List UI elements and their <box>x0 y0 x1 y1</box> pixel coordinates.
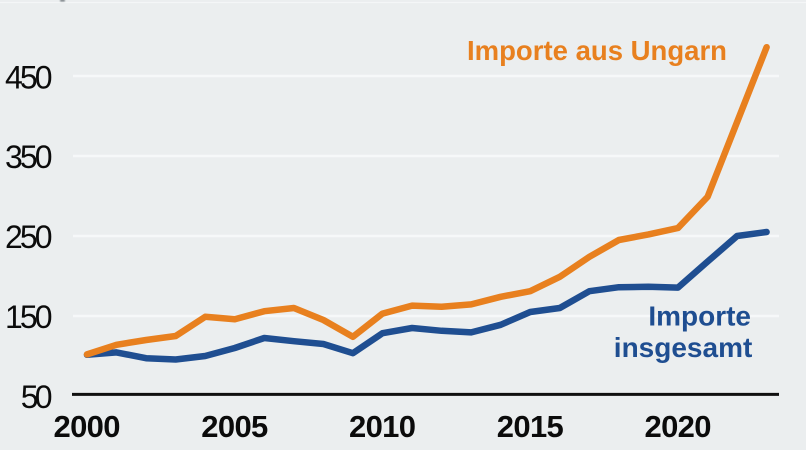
svg-text:2015: 2015 <box>497 409 564 444</box>
svg-text:50: 50 <box>21 379 53 415</box>
svg-text:Importe: Importe <box>648 301 751 332</box>
svg-text:insgesamt: insgesamt <box>614 332 753 363</box>
svg-text:2010: 2010 <box>349 409 416 444</box>
svg-text:150: 150 <box>5 299 53 335</box>
svg-text:2020: 2020 <box>645 409 712 444</box>
svg-text:2005: 2005 <box>201 409 268 444</box>
svg-text:250: 250 <box>5 219 53 255</box>
svg-text:Importe aus Ungarn: Importe aus Ungarn <box>467 35 727 66</box>
svg-text:450: 450 <box>5 60 53 96</box>
svg-text:2000: 2000 <box>54 409 121 444</box>
svg-text:350: 350 <box>5 139 53 175</box>
